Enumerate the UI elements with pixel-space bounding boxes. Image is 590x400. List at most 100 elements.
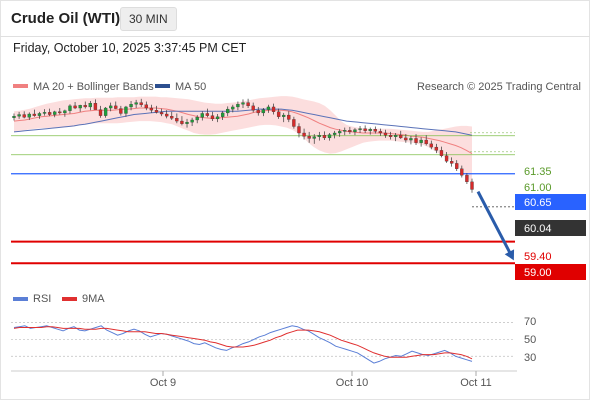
- candle-body: [129, 104, 133, 108]
- candle-body: [37, 113, 42, 116]
- candle-body: [205, 113, 210, 116]
- candle-body: [322, 135, 327, 139]
- candle-body: [399, 135, 403, 139]
- candle-body: [165, 113, 169, 117]
- candle-body: [236, 104, 240, 108]
- candle-body: [42, 112, 47, 114]
- candle-body: [17, 114, 21, 117]
- candle-body: [93, 102, 98, 110]
- candle-body: [210, 115, 215, 120]
- candle-body: [338, 131, 342, 134]
- time-tick-oct9: Oct 9: [150, 377, 176, 389]
- candle-body: [251, 105, 255, 111]
- candle-body: [68, 105, 72, 111]
- candle-body: [73, 105, 77, 109]
- rsi-plot-area: [11, 322, 515, 364]
- candle-body: [292, 119, 296, 127]
- candle-body: [317, 135, 321, 137]
- rsi-ma-line: [13, 326, 473, 360]
- candle-body: [58, 111, 62, 114]
- support-2-level-tag: [515, 264, 586, 280]
- candle-body: [434, 146, 439, 151]
- candle-body: [261, 109, 266, 114]
- candle-body: [175, 118, 179, 122]
- candle-body: [144, 104, 148, 109]
- level-label-pivot: 60.65: [524, 197, 552, 209]
- candle-body: [287, 114, 291, 120]
- research-credit: Research © 2025 Trading Central: [417, 81, 581, 93]
- candle-body: [119, 108, 123, 114]
- candle-body: [419, 139, 423, 143]
- candle-body: [358, 128, 362, 130]
- bollinger-band-area: [14, 96, 472, 184]
- candle-body: [378, 131, 383, 134]
- candle-body: [297, 126, 301, 134]
- candle-body: [343, 130, 347, 132]
- candle-body: [368, 129, 372, 131]
- candle-body: [63, 110, 67, 114]
- candle-body: [383, 132, 388, 136]
- candle-body: [439, 150, 444, 156]
- candle-body: [302, 132, 306, 137]
- candle-body: [353, 129, 357, 133]
- rsi-legend-swatch: [13, 297, 28, 301]
- candle-body: [449, 161, 454, 164]
- price-plot-area: [11, 96, 515, 265]
- time-tick-oct10: Oct 10: [336, 377, 368, 389]
- candle-body: [470, 181, 474, 190]
- rsi-tick-70: 70: [524, 316, 536, 328]
- candle-body: [424, 139, 428, 145]
- candle-body: [348, 130, 352, 133]
- candle-body: [307, 136, 311, 139]
- candle-body: [460, 168, 464, 176]
- candle-body: [241, 102, 245, 105]
- candle-body: [266, 106, 271, 110]
- bollinger-legend-label: MA 20 + Bollinger Bands: [33, 81, 154, 93]
- candle-body: [83, 105, 87, 108]
- candle-body: [190, 119, 194, 123]
- rsi-legend-label: RSI: [33, 293, 51, 305]
- candle-body: [404, 137, 408, 141]
- level-label-support-2: 59.00: [524, 267, 552, 279]
- candle-body: [394, 135, 398, 137]
- candle-body: [332, 132, 337, 135]
- level-label-current: 60.04: [524, 223, 552, 235]
- candle-body: [363, 128, 367, 131]
- current-price-tag: [515, 220, 586, 236]
- header-bar: Crude Oil (WTI) 30 MIN: [0, 0, 590, 37]
- timestamp: Friday, October 10, 2025 3:37:45 PM CET: [13, 41, 247, 55]
- candle-body: [271, 106, 276, 112]
- candle-body: [388, 135, 393, 137]
- candle-body: [455, 163, 459, 169]
- candle-body: [256, 110, 260, 114]
- candle-body: [27, 113, 31, 118]
- candle-body: [134, 102, 138, 105]
- interval-button[interactable]: 30 MIN: [120, 7, 177, 31]
- candle-body: [139, 102, 143, 105]
- candle-body: [276, 111, 281, 117]
- candle-body: [195, 117, 199, 121]
- rsi-tick-50: 50: [524, 334, 536, 346]
- bollinger-legend-swatch: [13, 84, 28, 88]
- candle-body: [78, 105, 82, 109]
- candle-body: [124, 106, 128, 114]
- pivot-level-tag: [515, 194, 586, 210]
- candle-body: [109, 105, 113, 109]
- candle-body: [180, 120, 184, 124]
- candle-body: [154, 110, 159, 113]
- candle-body: [226, 108, 230, 114]
- candle-body: [409, 138, 413, 141]
- candle-body: [246, 102, 250, 107]
- candle-body: [88, 102, 92, 108]
- ma50-legend-swatch: [155, 84, 170, 88]
- candle-body: [114, 105, 118, 109]
- rsi-ma-legend-swatch: [62, 297, 77, 301]
- candle-body: [159, 112, 164, 115]
- candle-body: [53, 111, 57, 115]
- candle-body: [429, 143, 433, 148]
- candle-body: [444, 155, 449, 162]
- candle-body: [231, 106, 235, 110]
- candle-body: [185, 121, 189, 124]
- candle-body: [22, 114, 26, 118]
- candle-body: [373, 129, 377, 132]
